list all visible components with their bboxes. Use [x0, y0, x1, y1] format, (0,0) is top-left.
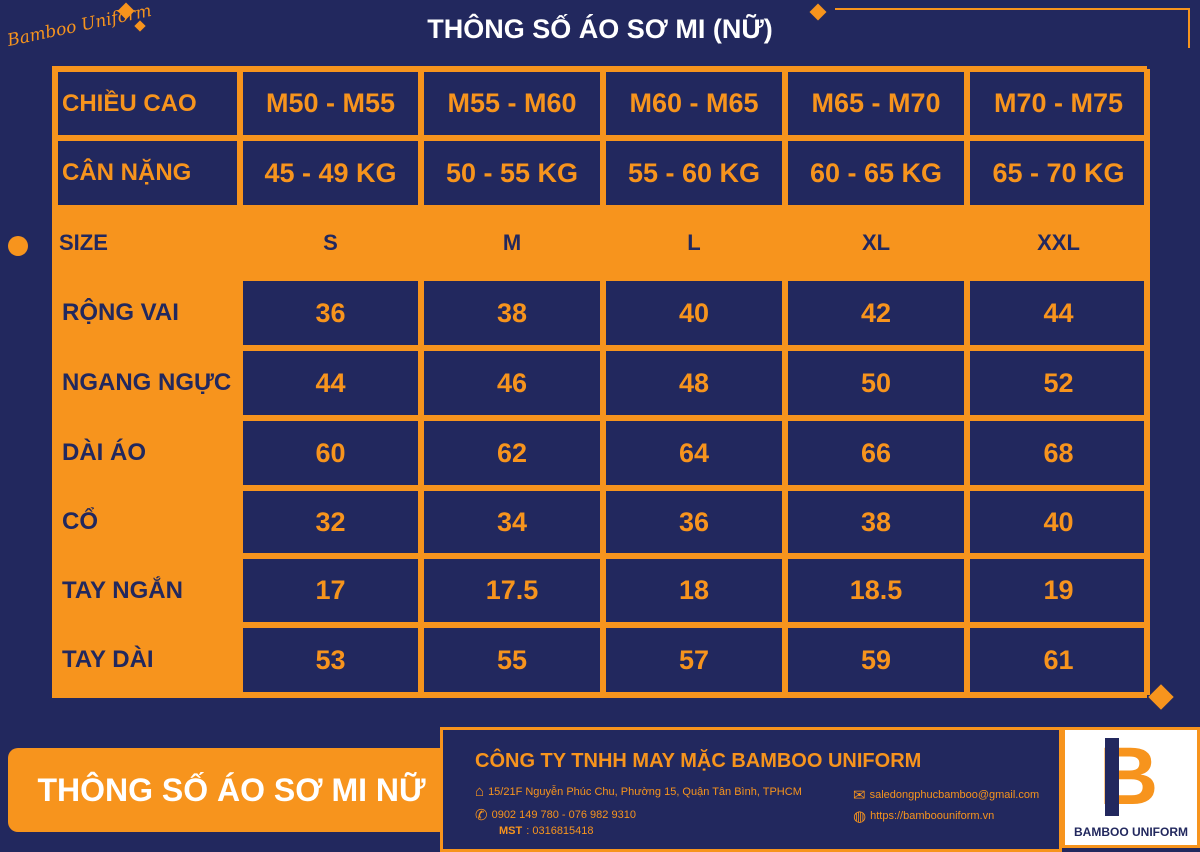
size-header: M	[421, 208, 603, 278]
size-table: CHIỀU CAO M50 - M55 M55 - M60 M60 - M65 …	[52, 66, 1150, 698]
logo-bar	[1105, 738, 1119, 816]
row-label: DÀI ÁO	[55, 418, 240, 488]
value-cell: 42	[785, 278, 967, 348]
mst: : 0316815418	[526, 825, 594, 837]
value-cell: 64	[603, 418, 785, 488]
height-cell: M60 - M65	[603, 69, 785, 138]
weight-cell: 60 - 65 KG	[785, 138, 967, 208]
value-cell: 40	[967, 488, 1150, 556]
email[interactable]: saledongphucbamboo@gmail.com	[869, 789, 1040, 801]
value-cell: 17.5	[421, 556, 603, 625]
value-cell: 19	[967, 556, 1150, 625]
value-cell: 59	[785, 625, 967, 695]
value-cell: 38	[785, 488, 967, 556]
company-name: CÔNG TY TNHH MAY MẶC BAMBOO UNIFORM	[475, 750, 922, 772]
value-cell: 62	[421, 418, 603, 488]
globe-icon: ◍	[853, 808, 867, 825]
banner: THÔNG SỐ ÁO SƠ MI NỮ	[8, 748, 455, 832]
weight-cell: 50 - 55 KG	[421, 138, 603, 208]
value-cell: 61	[967, 625, 1150, 695]
size-label: SIZE	[55, 208, 240, 278]
logo-text: BAMBOO UNIFORM	[1074, 825, 1188, 839]
row-label: NGANG NGỰC	[55, 348, 240, 418]
value-cell: 32	[240, 488, 421, 556]
value-cell: 36	[603, 488, 785, 556]
size-header: XL	[785, 208, 967, 278]
weight-cell: 55 - 60 KG	[603, 138, 785, 208]
value-cell: 17	[240, 556, 421, 625]
company-footer: CÔNG TY TNHH MAY MẶC BAMBOO UNIFORM ⌂ 15/…	[440, 727, 1062, 852]
mail-icon: ✉	[853, 787, 866, 804]
size-header: S	[240, 208, 421, 278]
phone-icon: ✆	[475, 807, 488, 824]
circle-decor	[8, 236, 28, 256]
value-cell: 55	[421, 625, 603, 695]
address: 15/21F Nguyễn Phúc Chu, Phường 15, Quận …	[488, 785, 802, 798]
mst-label: MST	[499, 825, 523, 837]
value-cell: 40	[603, 278, 785, 348]
value-cell: 44	[967, 278, 1150, 348]
size-header: L	[603, 208, 785, 278]
value-cell: 50	[785, 348, 967, 418]
home-icon: ⌂	[475, 783, 485, 800]
value-cell: 52	[967, 348, 1150, 418]
value-cell: 34	[421, 488, 603, 556]
value-cell: 38	[421, 278, 603, 348]
diamond-icon	[1148, 684, 1174, 710]
value-cell: 18.5	[785, 556, 967, 625]
value-cell: 46	[421, 348, 603, 418]
value-cell: 36	[240, 278, 421, 348]
row-label: TAY NGẮN	[55, 556, 240, 625]
height-label: CHIỀU CAO	[55, 69, 240, 138]
size-header: XXL	[967, 208, 1150, 278]
weight-cell: 65 - 70 KG	[967, 138, 1150, 208]
value-cell: 68	[967, 418, 1150, 488]
weight-cell: 45 - 49 KG	[240, 138, 421, 208]
row-label: RỘNG VAI	[55, 278, 240, 348]
row-label: CỔ	[55, 488, 240, 556]
height-cell: M65 - M70	[785, 69, 967, 138]
page-title: THÔNG SỐ ÁO SƠ MI (NỮ)	[427, 14, 773, 44]
value-cell: 60	[240, 418, 421, 488]
decor-line	[835, 8, 1190, 48]
value-cell: 48	[603, 348, 785, 418]
website[interactable]: https://bamboouniform.vn	[870, 810, 995, 822]
value-cell: 57	[603, 625, 785, 695]
value-cell: 66	[785, 418, 967, 488]
value-cell: 53	[240, 625, 421, 695]
row-label: TAY DÀI	[55, 625, 240, 695]
height-cell: M55 - M60	[421, 69, 603, 138]
value-cell: 44	[240, 348, 421, 418]
height-cell: M70 - M75	[967, 69, 1150, 138]
height-cell: M50 - M55	[240, 69, 421, 138]
bamboo-logo: B BAMBOO UNIFORM	[1062, 727, 1200, 848]
weight-label: CÂN NẶNG	[55, 138, 240, 208]
phone: 0902 149 780 - 076 982 9310	[491, 809, 636, 821]
value-cell: 18	[603, 556, 785, 625]
